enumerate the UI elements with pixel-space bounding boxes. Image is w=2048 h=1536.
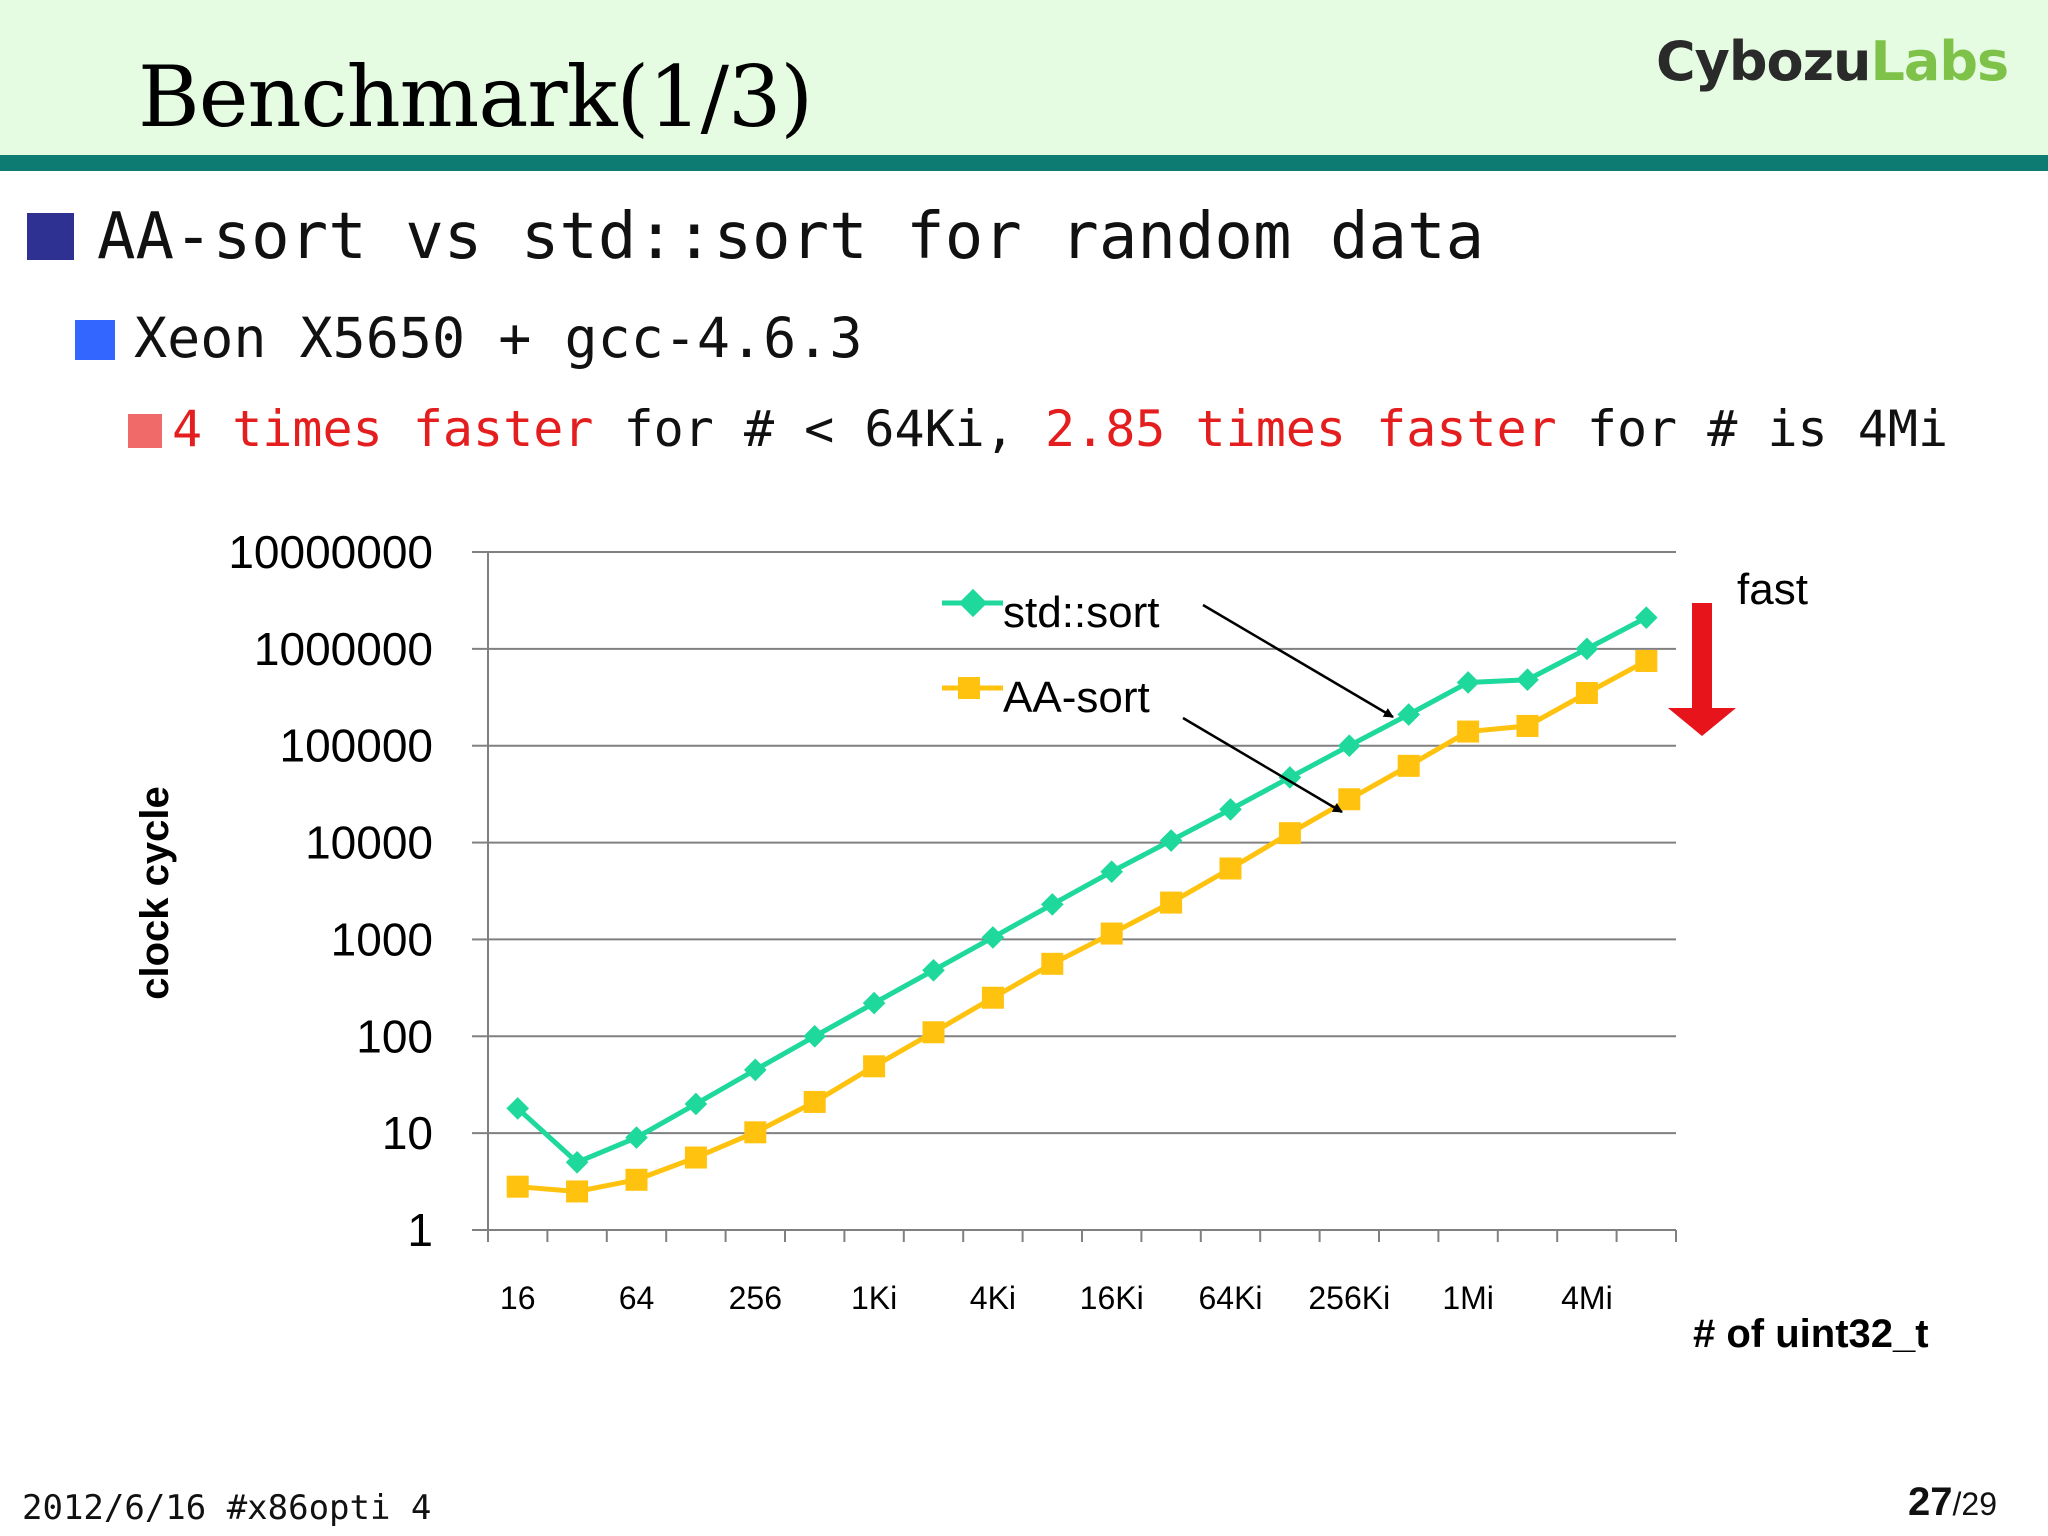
data-point-aa-sort: [1160, 891, 1183, 914]
x-axis-label: # of uint32_t: [1693, 1312, 1929, 1356]
data-point-aa-sort: [803, 1090, 826, 1113]
data-point-aa-sort: [863, 1055, 886, 1078]
y-tick-label: 1000: [331, 913, 433, 965]
bullet-level2: Xeon X5650 + gcc-4.6.3: [134, 306, 863, 370]
highlight-4-times-faster: 4 times faster: [172, 400, 594, 458]
x-tick-label: 1Ki: [851, 1280, 897, 1316]
data-point-aa-sort: [566, 1180, 589, 1203]
fast-direction-arrow: [1668, 603, 1736, 736]
y-tick-label: 100: [356, 1010, 433, 1062]
bullet-square-level3: [128, 414, 162, 448]
data-point-std-sort: [1456, 671, 1480, 694]
slide-title: Benchmark(1/3): [138, 48, 813, 146]
fast-arrow-head: [1668, 708, 1736, 736]
bullet-level1: AA-sort vs std::sort for random data: [97, 200, 1485, 274]
logo-part-cybozu: Cybozu: [1656, 30, 1871, 93]
data-point-aa-sort: [1457, 720, 1480, 743]
y-tick-label: 1000000: [254, 623, 433, 675]
x-tick-label: 16Ki: [1080, 1280, 1144, 1316]
x-tick-label: 64Ki: [1198, 1280, 1262, 1316]
data-point-std-sort: [922, 958, 945, 982]
current-page: 27: [1908, 1480, 1953, 1524]
data-point-aa-sort: [1397, 754, 1420, 777]
bullet-square-level1: [27, 213, 74, 260]
legend-marker-aa-sort: [958, 677, 980, 699]
data-point-std-sort: [1100, 860, 1124, 884]
y-tick-label: 1: [407, 1204, 433, 1256]
data-point-std-sort: [1575, 637, 1599, 661]
data-point-aa-sort: [1575, 682, 1598, 705]
y-tick-labels: 1 10 100 1000 10000 100000 1000000 10000000: [228, 526, 433, 1256]
total-pages: /29: [1952, 1486, 1997, 1522]
data-point-aa-sort: [1635, 649, 1658, 672]
bullet-square-level2: [75, 320, 115, 360]
chart-series: [506, 606, 1658, 1203]
slide-header: [0, 0, 2048, 155]
callout-arrow-aa-sort: [1182, 716, 1343, 814]
data-point-std-sort: [803, 1024, 827, 1048]
data-point-aa-sort: [922, 1021, 945, 1044]
data-point-std-sort: [981, 926, 1005, 949]
footer-date-event: 2012/6/16 #x86opti 4: [22, 1488, 432, 1528]
series-line-std-sort: [516, 615, 1648, 1165]
data-point-aa-sort: [744, 1121, 767, 1144]
fast-arrow-shaft: [1692, 603, 1712, 709]
x-tick-label: 256Ki: [1308, 1280, 1390, 1316]
y-tick-label: 10000000: [228, 526, 433, 578]
header-divider-bar: [0, 155, 2048, 171]
highlight-2-85-times-faster: 2.85 times faster: [1044, 400, 1557, 458]
bullet-text-mid: for # < 64Ki,: [593, 400, 1045, 458]
chart-gridlines: [488, 551, 1676, 1135]
data-point-aa-sort: [981, 986, 1004, 1009]
company-logo: CybozuLabs: [1656, 30, 2009, 93]
data-point-std-sort: [1397, 703, 1421, 726]
data-point-aa-sort: [1219, 857, 1242, 880]
logo-part-labs: Labs: [1870, 30, 2009, 93]
callout-arrow-std-sort: [1202, 603, 1394, 719]
data-point-std-sort: [1040, 893, 1064, 916]
data-point-std-sort: [506, 1097, 530, 1120]
data-point-aa-sort: [1100, 922, 1123, 945]
fast-label: fast: [1737, 565, 1808, 614]
x-tick-labels: 16 64 256 1Ki 4Ki 16Ki 64Ki 256Ki 1Mi 4Mi: [500, 1280, 1613, 1316]
data-point-std-sort: [862, 991, 886, 1015]
data-point-std-sort: [1634, 606, 1658, 629]
data-point-std-sort: [1159, 829, 1183, 852]
data-point-std-sort: [1337, 734, 1361, 758]
data-point-aa-sort: [1338, 788, 1361, 811]
x-tick-label: 16: [500, 1280, 536, 1316]
x-tick-label: 4Mi: [1561, 1280, 1613, 1316]
data-point-aa-sort: [625, 1168, 648, 1191]
data-point-std-sort: [684, 1092, 708, 1116]
data-point-aa-sort: [1278, 822, 1301, 845]
data-point-std-sort: [565, 1150, 589, 1174]
data-point-aa-sort: [506, 1175, 529, 1198]
x-tick-label: 64: [619, 1280, 655, 1316]
x-tick-label: 256: [729, 1280, 782, 1316]
y-tick-label: 100000: [280, 720, 434, 772]
page-number: 27/29: [1908, 1480, 1997, 1525]
data-point-std-sort: [1516, 668, 1539, 692]
chart-axes: [472, 551, 1677, 1242]
legend-marker-std-sort: [958, 588, 988, 618]
bullet-text-end: for # is 4Mi: [1556, 400, 1949, 458]
chart-legend: std::sort AA-sort: [942, 588, 1160, 722]
legend-label-std-sort: std::sort: [1003, 588, 1160, 637]
data-point-aa-sort: [684, 1146, 707, 1169]
data-point-std-sort: [625, 1126, 648, 1149]
y-tick-label: 10: [382, 1107, 433, 1159]
x-tick-label: 1Mi: [1442, 1280, 1494, 1316]
x-tick-label: 4Ki: [970, 1280, 1016, 1316]
y-tick-label: 10000: [305, 817, 433, 869]
y-axis-label: clock cycle: [133, 786, 177, 1000]
data-point-std-sort: [1219, 798, 1242, 821]
data-point-aa-sort: [1041, 952, 1064, 975]
data-point-aa-sort: [1516, 714, 1539, 737]
bullet-level3: 4 times faster for # < 64Ki, 2.85 times …: [172, 400, 1948, 458]
data-point-std-sort: [743, 1058, 767, 1082]
legend-label-aa-sort: AA-sort: [1003, 673, 1150, 722]
